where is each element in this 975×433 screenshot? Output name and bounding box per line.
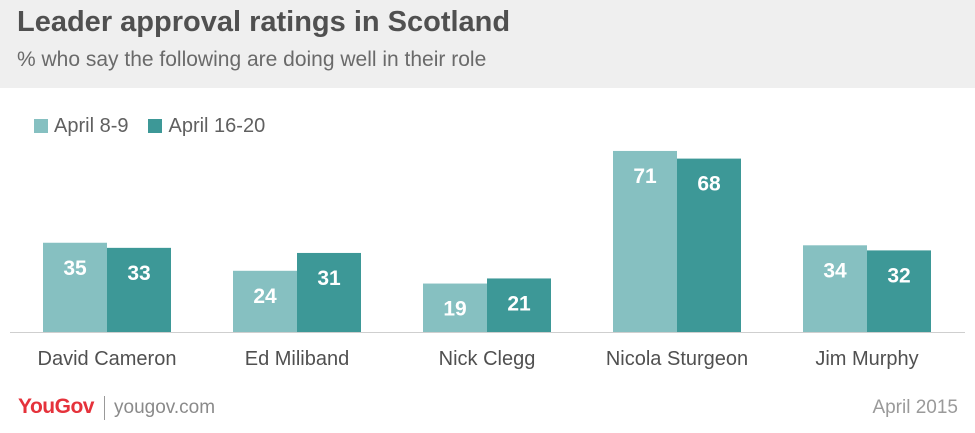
data-label-1-nick-clegg: 19 [443,298,466,321]
bar-2-ed-miliband [297,252,361,332]
chart-subtitle: % who say the following are doing well i… [17,48,487,71]
legend-label-series-1: April 8-9 [54,114,129,137]
footer-url: yougov.com [114,397,216,418]
bar-1-nicola-sturgeon [613,150,677,332]
bar-1-jim-murphy [803,245,867,332]
data-label-1-jim-murphy: 34 [823,259,847,282]
footer-divider [104,396,105,420]
bar-1-nick-clegg [423,283,487,332]
yougov-logo: YouGov [18,395,94,418]
bar-1-david-cameron [43,242,107,332]
bar-2-david-cameron [107,247,171,332]
footer-date: April 2015 [872,397,958,418]
chart-title: Leader approval ratings in Scotland [17,6,511,38]
bar-2-nicola-sturgeon [677,158,741,332]
x-tick-label: Nick Clegg [439,348,536,370]
bar-2-jim-murphy [867,250,931,332]
x-tick-label: Ed Miliband [245,348,350,370]
chart-header: Leader approval ratings in Scotland % wh… [0,0,975,88]
x-tick-label: Nicola Sturgeon [606,348,748,370]
data-label-1-nicola-sturgeon: 71 [633,165,657,188]
data-label-2-nicola-sturgeon: 68 [697,173,721,196]
data-label-1-ed-miliband: 24 [253,285,277,308]
data-label-1-david-cameron: 35 [63,257,87,280]
x-tick-label: Jim Murphy [815,348,918,370]
legend-label-series-2: April 16-20 [168,114,266,137]
legend-swatch-series-1 [34,119,48,133]
legend-swatch-series-2 [148,119,163,133]
chart-legend: April 8-9 April 16-20 [34,114,285,138]
data-label-2-nick-clegg: 21 [507,292,531,315]
data-label-2-ed-miliband: 31 [317,267,341,290]
data-label-2-jim-murphy: 32 [887,264,910,287]
x-tick-label: David Cameron [38,348,177,370]
data-label-2-david-cameron: 33 [127,262,150,285]
bar-1-ed-miliband [233,270,297,332]
legend-item-series-2: April 16-20 [148,115,265,138]
bar-2-nick-clegg [487,278,551,332]
legend-item-series-1: April 8-9 [34,115,128,138]
